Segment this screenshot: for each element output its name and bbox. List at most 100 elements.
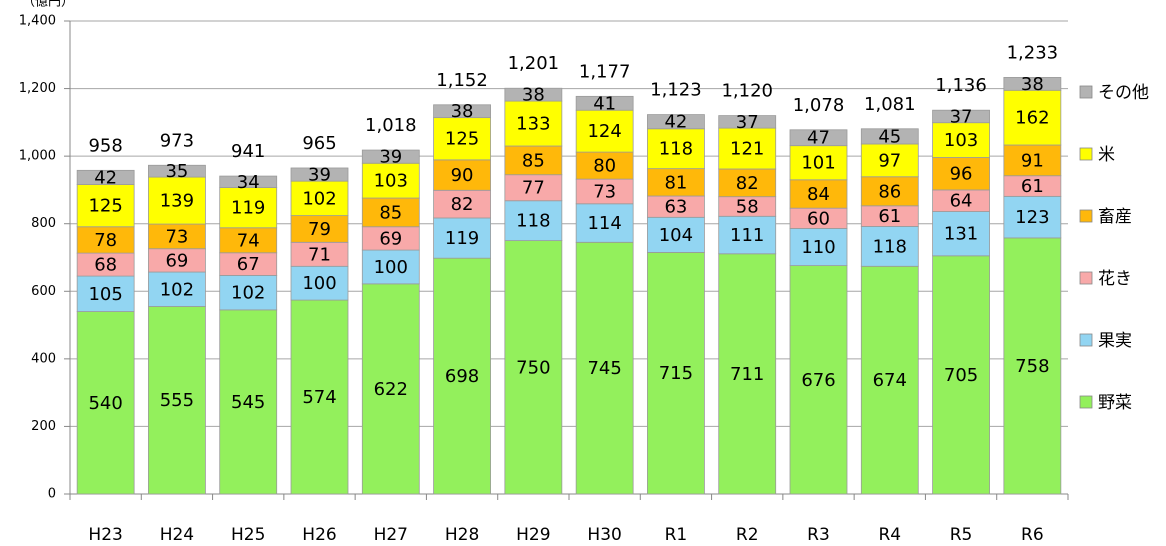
value-label: 67 [237, 254, 260, 275]
bar-segment [361, 249, 420, 285]
value-label: 104 [659, 225, 693, 246]
x-tick-label: H24 [160, 525, 194, 545]
value-label: 674 [873, 370, 907, 391]
total-label: 973 [160, 130, 194, 151]
x-tick-label: H26 [302, 525, 336, 545]
value-label: 131 [944, 224, 978, 245]
bar-segment [361, 149, 420, 164]
value-label: 698 [445, 366, 479, 387]
bar-segment [860, 265, 919, 495]
value-label: 38 [451, 101, 474, 122]
bar-segment [932, 109, 990, 124]
bar-segment [76, 275, 135, 312]
value-label: 79 [308, 219, 331, 240]
y-tick-label: 400 [31, 351, 56, 366]
bar-segment [290, 215, 349, 243]
total-label: 958 [88, 135, 122, 156]
bar-segment [76, 169, 135, 185]
bar-segment [718, 253, 777, 495]
legend-swatch [1079, 85, 1093, 99]
bar-segment [718, 115, 777, 129]
bar-segment [860, 128, 919, 145]
bar-segment [290, 265, 349, 301]
value-label: 85 [379, 202, 402, 223]
value-label: 42 [94, 167, 117, 188]
value-label: 105 [88, 284, 122, 305]
value-label: 64 [950, 191, 973, 212]
x-tick-label: H25 [231, 525, 265, 545]
value-label: 69 [379, 228, 402, 249]
x-tick-label: R4 [878, 525, 901, 545]
bar-segment [860, 143, 919, 178]
bar-segment [575, 95, 634, 111]
value-label: 123 [1015, 207, 1049, 228]
x-tick-label: R5 [950, 525, 973, 545]
value-label: 39 [308, 165, 331, 186]
value-label: 63 [664, 197, 687, 218]
value-label: 84 [807, 184, 830, 205]
bar-segment [860, 176, 919, 207]
total-label: 1,177 [579, 61, 631, 82]
value-label: 42 [664, 112, 687, 133]
bar-segment [219, 227, 278, 254]
bar-segment [219, 275, 278, 311]
bar-segment [219, 175, 278, 188]
legend-swatch [1079, 209, 1093, 223]
bar-segment [290, 167, 349, 182]
value-label: 97 [878, 150, 901, 171]
bar-segment [504, 200, 563, 242]
value-label: 41 [593, 93, 616, 114]
value-label: 114 [587, 213, 621, 234]
bar-segment [1003, 89, 1062, 146]
value-label: 100 [374, 257, 408, 278]
total-label: 1,120 [721, 81, 773, 102]
bar-segment [789, 129, 848, 147]
legend-label: 野菜 [1098, 393, 1132, 413]
legend-label: その他 [1098, 83, 1149, 103]
value-label: 82 [736, 173, 759, 194]
value-label: 555 [160, 390, 194, 411]
value-label: 58 [736, 196, 759, 217]
value-label: 118 [659, 139, 693, 160]
legend-label: 畜産 [1098, 207, 1132, 227]
value-label: 34 [237, 172, 260, 193]
legend-swatch [1079, 395, 1093, 409]
value-label: 86 [878, 181, 901, 202]
bar-segment [148, 176, 206, 225]
value-label: 60 [807, 208, 830, 229]
total-label: 965 [302, 133, 336, 154]
bar-segment [76, 311, 135, 495]
value-label: 121 [730, 139, 764, 160]
value-label: 100 [302, 273, 336, 294]
total-label: 1,081 [864, 94, 916, 115]
value-label: 91 [1021, 150, 1044, 171]
value-label: 119 [445, 228, 479, 249]
value-label: 139 [160, 191, 194, 212]
bar-segment [647, 114, 705, 130]
value-label: 676 [801, 370, 835, 391]
bar-segment [718, 127, 777, 170]
bar-segment [1003, 77, 1062, 91]
bar-segment [219, 309, 278, 495]
y-tick-label: 1,200 [19, 81, 56, 96]
y-tick-label: 0 [48, 487, 56, 502]
value-label: 750 [516, 357, 550, 378]
bar-segment [718, 215, 777, 255]
value-label: 71 [308, 244, 331, 265]
x-tick-label: H30 [587, 525, 621, 545]
bar-segment [932, 157, 990, 191]
value-label: 745 [587, 358, 621, 379]
x-tick-label: R6 [1021, 525, 1044, 545]
value-label: 622 [374, 379, 408, 400]
value-label: 111 [730, 225, 764, 246]
value-label: 110 [801, 237, 835, 258]
value-label: 74 [237, 230, 260, 251]
value-label: 39 [379, 147, 402, 168]
value-label: 78 [94, 230, 117, 251]
bar-segment [148, 223, 206, 250]
value-label: 545 [231, 392, 265, 413]
x-tick-label: H29 [516, 525, 550, 545]
value-label: 102 [160, 279, 194, 300]
x-tick-label: H28 [445, 525, 479, 545]
